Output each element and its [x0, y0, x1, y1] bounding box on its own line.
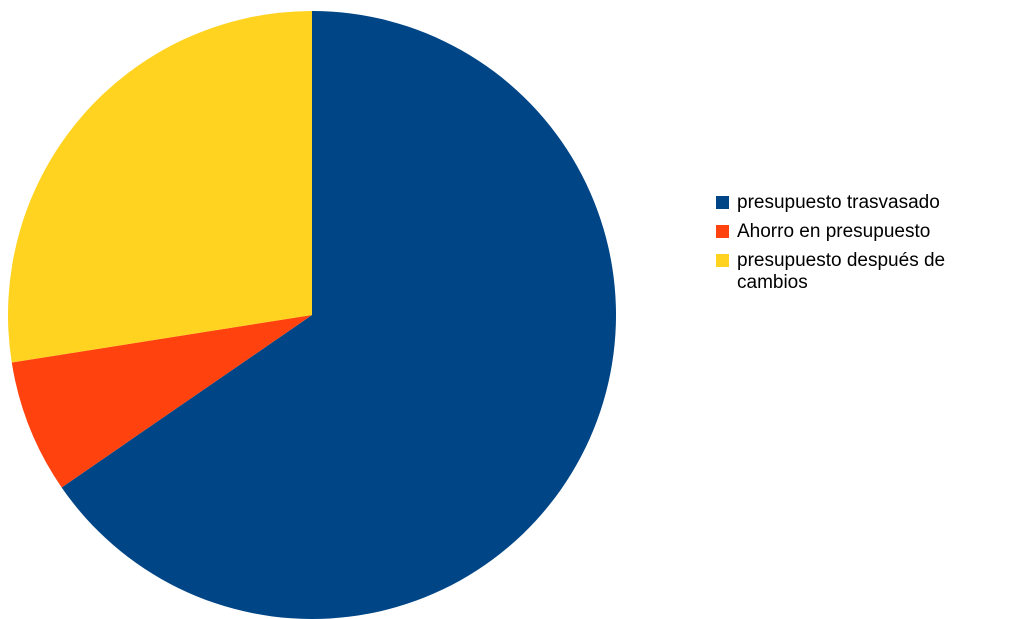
legend-label: presupuesto trasvasado: [737, 192, 940, 213]
pie-chart: [7, 11, 617, 619]
pie-slice-presupuesto-trasvasado: [61, 11, 617, 619]
legend-label: Ahorro en presupuesto: [737, 221, 931, 242]
pie-slice-ahorro-en-presupuesto: [11, 315, 313, 488]
legend-item-presupuesto-despues-de-cambios: presupuesto después de cambios: [716, 250, 1016, 294]
legend-label: presupuesto después de cambios: [737, 250, 946, 293]
legend-swatch-presupuesto-despues-de-cambios: [716, 254, 729, 267]
legend-swatch-ahorro-en-presupuesto: [716, 225, 729, 238]
legend-item-presupuesto-trasvasado: presupuesto trasvasado: [716, 192, 1016, 214]
legend-item-ahorro-en-presupuesto: Ahorro en presupuesto: [716, 221, 1016, 243]
legend-swatch-presupuesto-trasvasado: [716, 196, 729, 209]
pie-slice-presupuesto-despues-de-cambios: [7, 11, 312, 363]
chart-legend: presupuesto trasvasado Ahorro en presupu…: [716, 192, 1016, 301]
